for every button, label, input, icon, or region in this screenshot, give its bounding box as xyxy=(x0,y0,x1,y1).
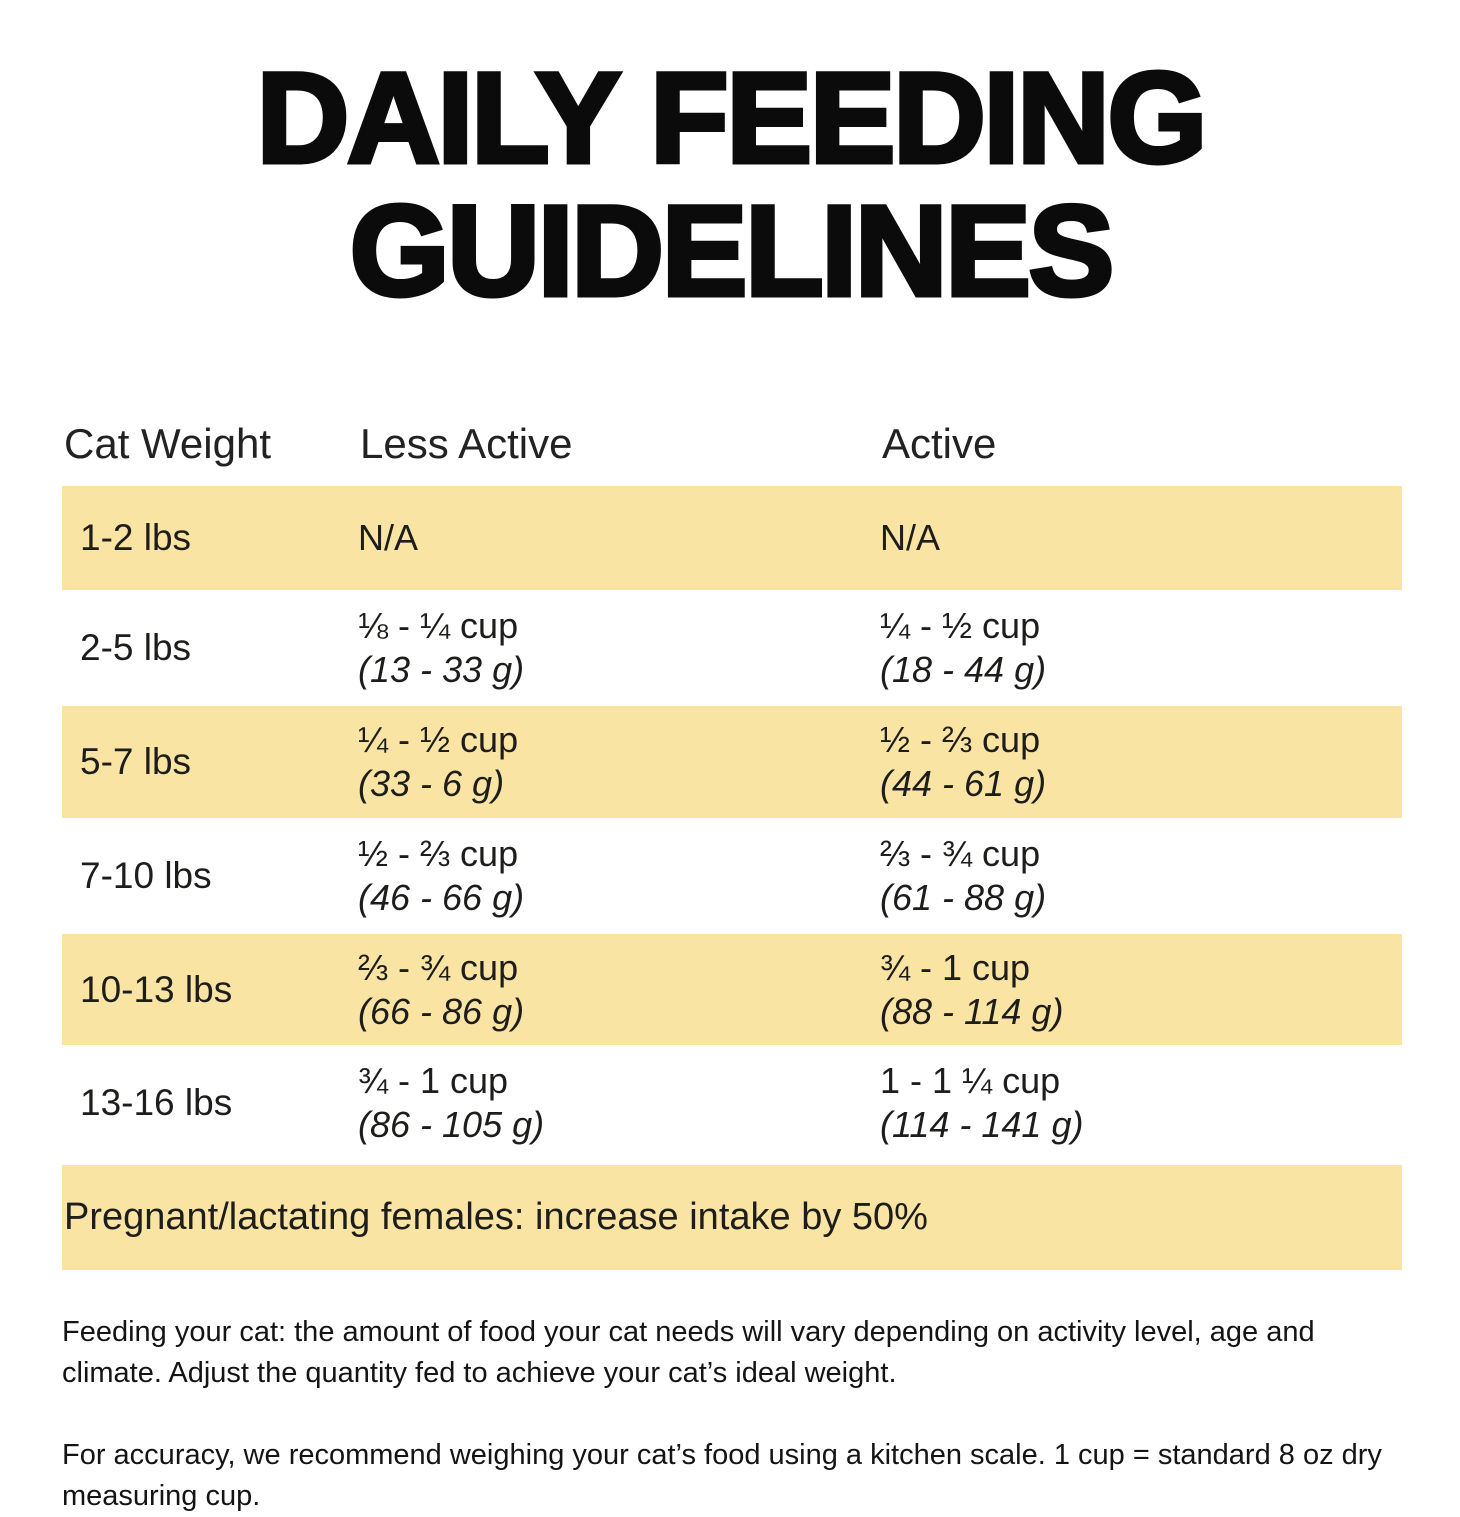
gram-range: (13 - 33 g) xyxy=(358,649,525,691)
gram-range: (33 - 6 g) xyxy=(358,762,505,804)
page-title-line2: GUIDELINES xyxy=(347,180,1116,324)
cup-range: ¼ - ½ cup xyxy=(358,719,519,761)
feeding-guidelines-page: DAILY FEEDING GUIDELINES Cat Weight Less… xyxy=(62,0,1402,1512)
cup-range: ¾ - 1 cup xyxy=(880,946,1031,988)
less-active-cell: ⅔ - ¾ cup (66 - 86 g) xyxy=(358,934,880,1046)
active-cell: ¾ - 1 cup (88 - 114 g) xyxy=(880,934,1402,1046)
pregnancy-note-text: Pregnant/lactating females: increase int… xyxy=(64,1196,928,1239)
accuracy-note: For accuracy, we recommend weighing your… xyxy=(62,1439,1382,1513)
gram-range: (88 - 114 g) xyxy=(880,990,1064,1032)
gram-range: (18 - 44 g) xyxy=(880,649,1047,691)
weight-label: 1-2 lbs xyxy=(80,517,192,559)
cup-range: N/A xyxy=(358,517,419,559)
active-cell: ⅔ - ¾ cup (61 - 88 g) xyxy=(880,820,1402,932)
header-active: Active xyxy=(882,420,997,468)
cup-range: ⅔ - ¾ cup xyxy=(880,832,1041,874)
table-row: 10-13 lbs ⅔ - ¾ cup (66 - 86 g) ¾ - 1 cu… xyxy=(62,933,1402,1046)
active-cell: 1 - 1 ¼ cup (114 - 141 g) xyxy=(880,1047,1402,1159)
table-row: 13-16 lbs ¾ - 1 cup (86 - 105 g) 1 - 1 ¼… xyxy=(62,1047,1402,1159)
cup-range: 1 - 1 ¼ cup xyxy=(880,1060,1061,1102)
header-cat-weight: Cat Weight xyxy=(64,420,271,468)
table-row: 2-5 lbs ⅛ - ¼ cup (13 - 33 g) ¼ - ½ cup … xyxy=(62,592,1402,704)
active-cell: ¼ - ½ cup (18 - 44 g) xyxy=(880,592,1402,704)
less-active-cell: ½ - ⅔ cup (46 - 66 g) xyxy=(358,820,880,932)
cup-range: ⅔ - ¾ cup xyxy=(358,946,519,988)
feeding-table: Cat Weight Less Active Active 1-2 lbs N/… xyxy=(62,420,1402,1159)
weight-label: 13-16 lbs xyxy=(80,1082,233,1124)
active-cell: N/A xyxy=(880,504,1402,572)
active-cell: ½ - ⅔ cup (44 - 61 g) xyxy=(880,706,1402,818)
gram-range: (114 - 141 g) xyxy=(880,1104,1084,1146)
weight-label: 5-7 lbs xyxy=(80,740,192,782)
table-row: 5-7 lbs ¼ - ½ cup (33 - 6 g) ½ - ⅔ cup (… xyxy=(62,706,1402,818)
table-row: 1-2 lbs N/A N/A xyxy=(62,486,1402,591)
weight-label: 2-5 lbs xyxy=(80,627,192,669)
cup-range: ¼ - ½ cup xyxy=(880,605,1041,647)
gram-range: (61 - 88 g) xyxy=(880,876,1047,918)
table-header-row: Cat Weight Less Active Active xyxy=(62,420,1402,486)
gram-range: (46 - 66 g) xyxy=(358,876,525,918)
less-active-cell: ¼ - ½ cup (33 - 6 g) xyxy=(358,706,880,818)
cup-range: N/A xyxy=(880,517,941,559)
table-row: 7-10 lbs ½ - ⅔ cup (46 - 66 g) ⅔ - ¾ cup… xyxy=(62,820,1402,932)
less-active-cell: ¾ - 1 cup (86 - 105 g) xyxy=(358,1047,880,1159)
gram-range: (44 - 61 g) xyxy=(880,762,1047,804)
footnotes: Feeding your cat: the amount of food you… xyxy=(62,1312,1417,1516)
cup-range: ½ - ⅔ cup xyxy=(358,832,519,874)
page-title: DAILY FEEDING GUIDELINES xyxy=(62,0,1400,324)
gram-range: (66 - 86 g) xyxy=(358,990,525,1032)
feeding-note: Feeding your cat: the amount of food you… xyxy=(62,1316,1315,1389)
less-active-cell: N/A xyxy=(358,504,880,572)
less-active-cell: ⅛ - ¼ cup (13 - 33 g) xyxy=(358,592,880,704)
cup-range: ⅛ - ¼ cup xyxy=(358,605,519,647)
gram-range: (86 - 105 g) xyxy=(358,1104,545,1146)
page-title-line1: DAILY FEEDING xyxy=(254,47,1209,190)
cup-range: ½ - ⅔ cup xyxy=(880,719,1041,761)
cup-range: ¾ - 1 cup xyxy=(358,1060,509,1102)
weight-label: 7-10 lbs xyxy=(80,854,212,896)
pregnancy-note-banner: Pregnant/lactating females: increase int… xyxy=(62,1165,1402,1271)
header-less-active: Less Active xyxy=(360,420,573,468)
weight-label: 10-13 lbs xyxy=(80,968,233,1010)
